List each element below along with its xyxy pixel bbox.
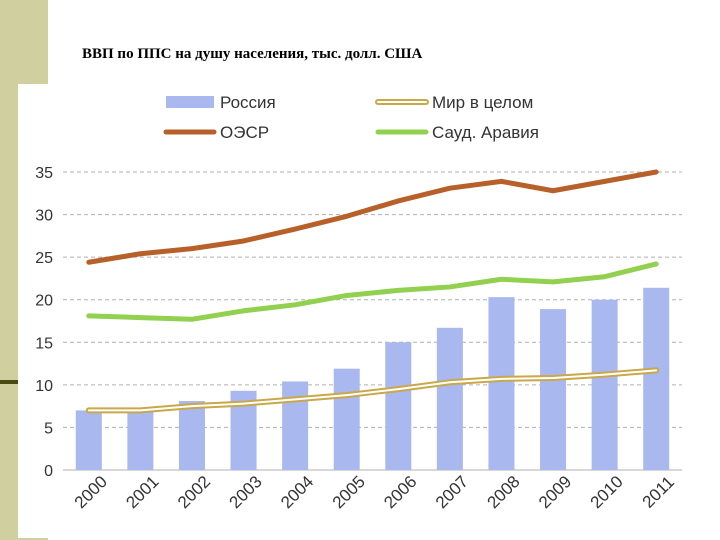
y-tick-label: 10 bbox=[35, 378, 53, 395]
y-tick-label: 35 bbox=[35, 165, 53, 182]
legend-swatch-russia bbox=[166, 96, 214, 108]
y-tick-label: 30 bbox=[35, 208, 53, 225]
x-tick-label: 2006 bbox=[380, 472, 420, 512]
x-tick-label: 2003 bbox=[226, 472, 266, 512]
line-saudi bbox=[86, 261, 659, 322]
x-tick-label: 2005 bbox=[329, 472, 369, 512]
legend-label-saudi: Сауд. Аравия bbox=[432, 123, 539, 142]
bar-russia bbox=[127, 408, 154, 470]
x-tick-label: 2009 bbox=[535, 472, 575, 512]
bar-russia bbox=[282, 381, 309, 470]
y-tick-label: 25 bbox=[35, 250, 53, 267]
chart-panel: 0 5 10 15 20 25 30 35 2000 2001 2002 2003 2004 2005 20… bbox=[18, 84, 702, 538]
bar-russia bbox=[75, 410, 102, 470]
y-tick-label: 5 bbox=[44, 420, 53, 437]
bar-russia bbox=[385, 342, 412, 470]
bar-russia bbox=[540, 309, 567, 470]
y-tick-label: 20 bbox=[35, 293, 53, 310]
bar-russia bbox=[488, 297, 515, 470]
x-tick-label: 2004 bbox=[277, 472, 317, 512]
x-tick-label: 2010 bbox=[587, 472, 627, 512]
line-world-inner bbox=[87, 369, 658, 412]
line-oecd bbox=[86, 169, 659, 265]
bar-russia bbox=[643, 287, 670, 470]
x-tick-label: 2001 bbox=[122, 472, 162, 512]
chart-canvas: 0 5 10 15 20 25 30 35 2000 2001 2002 2003 2004 2005 20… bbox=[35, 93, 682, 512]
x-tick-label: 2007 bbox=[432, 472, 472, 512]
x-tick-label: 2011 bbox=[639, 472, 678, 511]
x-tick-label: 2000 bbox=[71, 472, 111, 512]
legend-label-oecd: ОЭСР bbox=[220, 123, 269, 142]
bar-russia bbox=[591, 299, 618, 470]
x-tick-label: 2008 bbox=[483, 472, 523, 512]
bar-russia bbox=[178, 401, 205, 470]
y-tick-label: 15 bbox=[35, 335, 53, 352]
chart-title: ВВП по ППС на душу населения, тыс. долл.… bbox=[82, 46, 423, 62]
bar-russia bbox=[333, 368, 360, 470]
bar-russia bbox=[436, 327, 463, 470]
legend-label-world: Мир в целом bbox=[432, 93, 533, 112]
legend-label-russia: Россия bbox=[220, 93, 276, 112]
y-tick-label: 0 bbox=[44, 463, 53, 480]
x-tick-label: 2002 bbox=[174, 472, 214, 512]
